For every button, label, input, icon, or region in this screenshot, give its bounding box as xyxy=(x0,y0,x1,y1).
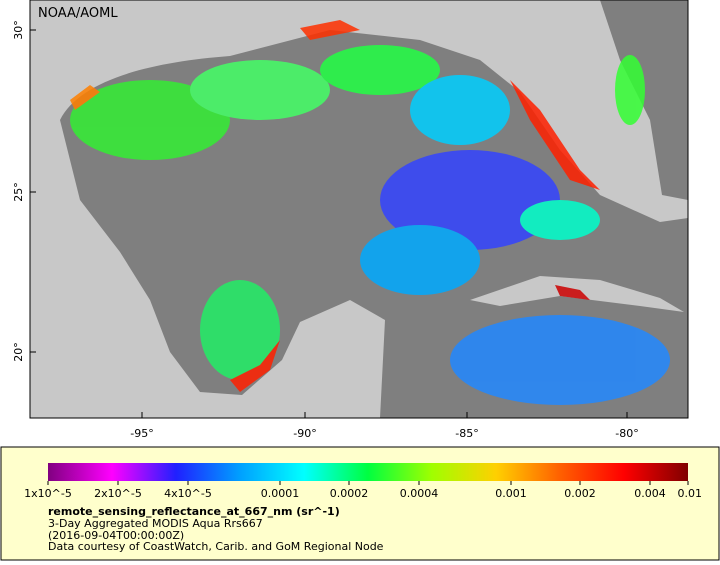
lat-tick-label: 25° xyxy=(12,182,25,202)
map: NOAA/AOML xyxy=(30,0,688,418)
map-frame xyxy=(29,0,689,419)
lon-tick-label: -90° xyxy=(293,427,316,440)
colorbar-tick-label: 0.0002 xyxy=(330,487,369,500)
colorbar-tick-label: 0.001 xyxy=(495,487,527,500)
colorbar-tick-label: 0.0001 xyxy=(261,487,300,500)
legend-line: Data courtesy of CoastWatch, Carib. and … xyxy=(48,540,384,553)
colorbar-tick-label: 0.0004 xyxy=(400,487,439,500)
colorbar-tick-label: 1x10^-5 xyxy=(24,487,72,500)
legend-variable: remote_sensing_reflectance_at_667_nm (sr… xyxy=(48,505,340,518)
lat-tick-label: 30° xyxy=(12,20,25,40)
legend-line: (2016-09-04T00:00:00Z) xyxy=(48,529,184,542)
lon-tick-label: -85° xyxy=(455,427,478,440)
colorbar-tick-label: 0.004 xyxy=(634,487,666,500)
lon-tick-label: -80° xyxy=(615,427,638,440)
colorbar xyxy=(48,463,688,481)
colorbar-tick-label: 2x10^-5 xyxy=(94,487,142,500)
reflectance-field xyxy=(70,20,670,405)
colorbar-tick-label: 0.002 xyxy=(564,487,596,500)
legend-line: 3-Day Aggregated MODIS Aqua Rrs667 xyxy=(48,517,263,530)
colorbar-tick-label: 4x10^-5 xyxy=(164,487,212,500)
lat-tick-label: 20° xyxy=(12,342,25,362)
colorbar-tick-label: 0.01 xyxy=(678,487,703,500)
lon-tick-label: -95° xyxy=(130,427,153,440)
credit: NOAA/AOML xyxy=(38,6,118,21)
